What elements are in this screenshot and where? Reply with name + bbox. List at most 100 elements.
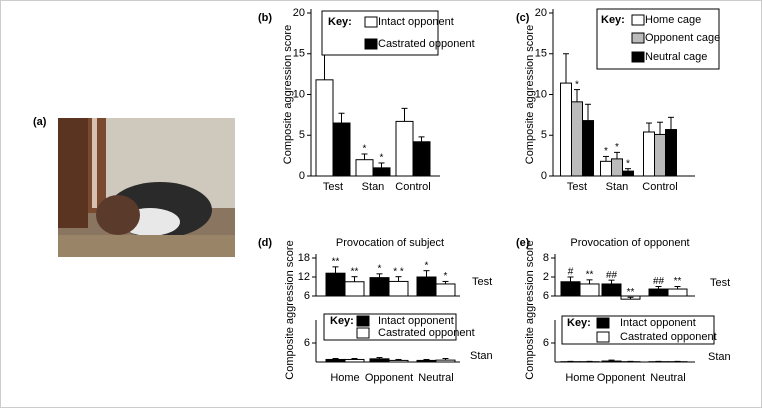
legend-label: Castrated opponent: [378, 327, 475, 339]
y-tick-label: 6: [304, 290, 310, 302]
legend-box: [321, 10, 439, 56]
annotation: *: [363, 144, 367, 155]
bar: [622, 170, 634, 177]
legend-swatch: [356, 315, 370, 327]
x-tick-label: Test: [323, 181, 343, 193]
bar: [395, 120, 414, 177]
annotation: *: [425, 260, 429, 271]
bar: [435, 359, 456, 363]
y-tick-label: 18: [298, 252, 310, 264]
bar: [344, 358, 365, 363]
annotation: *: [444, 271, 448, 282]
legend-box: [323, 313, 457, 341]
annotation: * *: [393, 266, 404, 277]
x-tick-label: Control: [642, 181, 677, 193]
y-tick-label: 8: [543, 252, 549, 264]
panel-label: (b): [258, 12, 272, 24]
side-label: Test: [710, 277, 730, 289]
legend-swatch: [631, 51, 645, 63]
legend-box: [561, 315, 715, 345]
y-tick-label: 15: [293, 48, 305, 60]
side-label: Stan: [708, 351, 731, 363]
bar: [579, 283, 600, 297]
x-tick-label: Neutral: [650, 372, 685, 384]
bar: [560, 82, 572, 177]
panel-label: (a): [33, 116, 47, 128]
legend-swatch: [356, 327, 370, 339]
annotation: ##: [606, 270, 618, 281]
x-tick-label: Stan: [362, 181, 385, 193]
y-tick-label: 6: [543, 290, 549, 302]
legend-title: Key:: [601, 14, 625, 26]
annotation: *: [380, 153, 384, 164]
legend-title: Key:: [567, 317, 591, 329]
bar: [332, 122, 351, 177]
y-tick-label: 20: [535, 7, 547, 19]
bar: [601, 283, 622, 297]
legend-title: Key:: [330, 315, 354, 327]
y-tick-label: 20: [293, 7, 305, 19]
bar: [435, 283, 456, 297]
bar: [325, 272, 346, 297]
x-tick-label: Opponent: [597, 372, 645, 384]
bar: [600, 160, 612, 177]
x-tick-label: Neutral: [418, 372, 453, 384]
bar: [582, 120, 594, 177]
bar: [369, 358, 390, 363]
y-axis-label: Composite aggression score: [524, 240, 536, 379]
y-axis-label: Composite aggression score: [282, 25, 294, 164]
annotation: *: [378, 263, 382, 274]
annotation: #: [568, 267, 574, 278]
bar: [372, 167, 391, 177]
y-tick-label: 2: [543, 271, 549, 283]
legend-label: Intact opponent: [378, 315, 454, 327]
legend-label: Opponent cage: [645, 32, 720, 44]
bar: [648, 288, 669, 297]
legend-label: Castrated opponent: [378, 38, 475, 50]
annotation: **: [586, 269, 594, 280]
legend-swatch: [631, 14, 645, 26]
y-tick-label: 0: [541, 170, 547, 182]
bar: [611, 158, 623, 177]
x-tick-label: Home: [565, 372, 594, 384]
annotation: *: [604, 146, 608, 157]
y-axis-label: Composite aggression score: [284, 240, 296, 379]
bar: [325, 358, 346, 363]
annotation: **: [627, 287, 635, 298]
bar: [315, 79, 334, 177]
bar: [344, 281, 365, 297]
legend-label: Castrated opponent: [620, 331, 717, 343]
bar: [560, 281, 581, 297]
y-tick-label: 12: [298, 271, 310, 283]
legend-swatch: [364, 38, 378, 50]
x-tick-label: Control: [395, 181, 430, 193]
x-tick-label: Test: [567, 181, 587, 193]
panel-label: (c): [516, 12, 530, 24]
side-label: Test: [472, 276, 492, 288]
panel-label: (d): [258, 237, 272, 249]
legend-label: Intact opponent: [378, 16, 454, 28]
x-tick-label: Home: [330, 372, 359, 384]
y-tick-label: 15: [535, 48, 547, 60]
bar: [665, 129, 677, 177]
legend-swatch: [596, 331, 610, 343]
bar: [601, 360, 622, 363]
bar: [571, 101, 583, 177]
annotation: *: [626, 158, 630, 169]
y-tick-label: 10: [293, 88, 305, 100]
annotation: *: [575, 79, 579, 90]
bar: [412, 141, 431, 177]
y-tick-label: 6: [304, 337, 310, 349]
annotation: *: [615, 142, 619, 153]
y-tick-label: 5: [541, 129, 547, 141]
legend-box: [596, 8, 720, 70]
legend-title: Key:: [328, 16, 352, 28]
bar: [416, 276, 437, 297]
bar: [416, 359, 437, 363]
bar: [369, 277, 390, 297]
x-tick-label: Opponent: [365, 372, 413, 384]
side-label: Stan: [470, 350, 493, 362]
legend-label: Home cage: [645, 14, 701, 26]
annotation: ##: [653, 276, 665, 287]
